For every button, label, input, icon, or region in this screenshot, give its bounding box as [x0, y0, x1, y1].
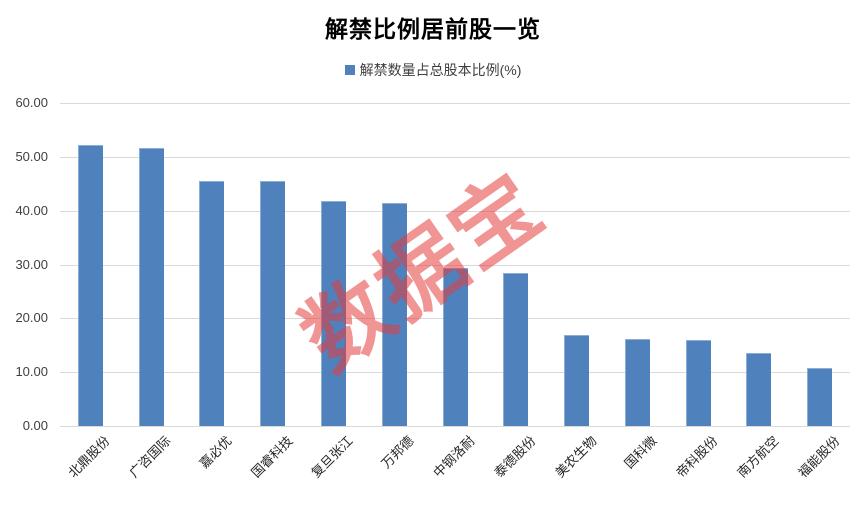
bar-国睿科技: [260, 181, 286, 426]
y-axis-tick-label: 30.00: [15, 256, 48, 272]
gridline-y40: [60, 210, 850, 212]
y-axis-tick-label: 20.00: [15, 310, 48, 326]
bar-福能股份: [807, 368, 833, 426]
y-axis-tick-label: 10.00: [15, 364, 48, 380]
y-axis-tick-label: 60.00: [15, 95, 48, 110]
legend: 解禁数量占总股本比例(%): [0, 61, 866, 79]
bar-万邦德: [381, 202, 407, 426]
y-axis-tick-label: 0.00: [22, 418, 48, 433]
bar-中钢洛耐: [442, 268, 468, 426]
bar-泰德股份: [503, 272, 529, 426]
legend-marker-square: [344, 65, 355, 75]
bar-美农生物: [564, 335, 590, 426]
bar-北鼎股份: [77, 144, 103, 426]
bar-国科微: [624, 339, 650, 426]
chart-title: 解禁比例居前股一览: [325, 17, 541, 42]
y-axis-tick-label: 40.00: [15, 202, 48, 218]
bar-嘉必优: [199, 181, 225, 426]
gridline-y50: [60, 156, 850, 158]
y-axis-tick-label: 50.00: [15, 148, 48, 164]
bar-帝科股份: [685, 340, 711, 426]
bar-南方航空: [746, 353, 772, 426]
bar-复旦张江: [320, 200, 346, 426]
bar-广咨国际: [138, 147, 164, 426]
legend-label: 解禁数量占总股本比例(%): [359, 62, 522, 78]
gridline-y30: [60, 264, 850, 266]
gridline-y0: [60, 426, 850, 427]
gridline-y60: [60, 103, 850, 104]
